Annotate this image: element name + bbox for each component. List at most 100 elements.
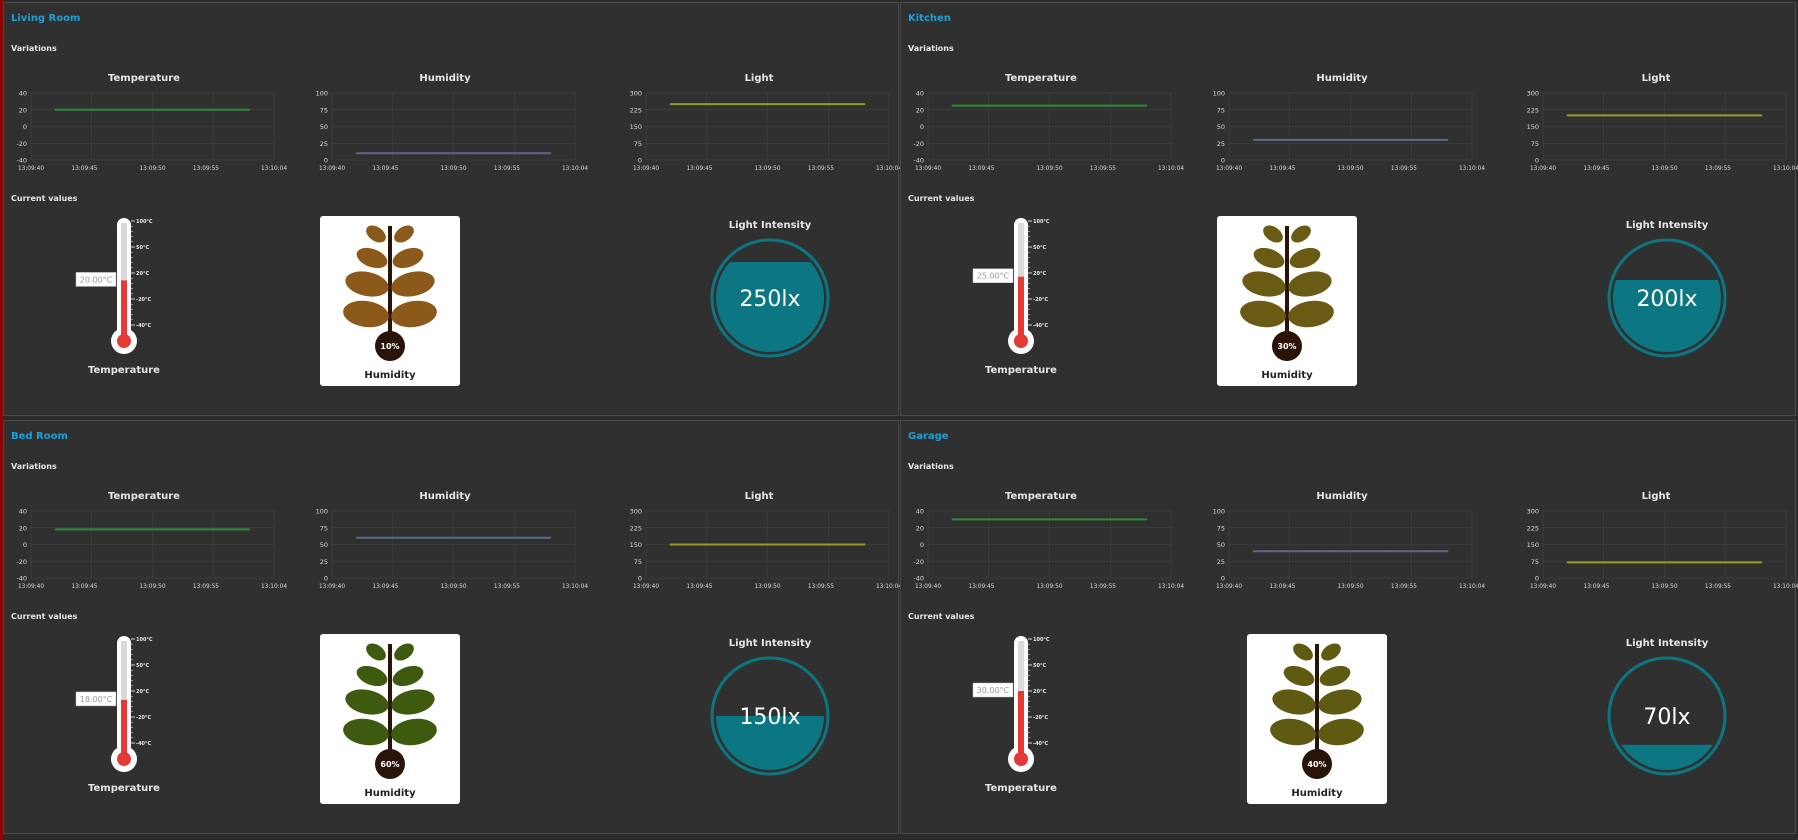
- temperature-data-point: [83, 109, 86, 111]
- y-tick-label: 300: [1527, 90, 1539, 98]
- temperature-data-point: [1082, 518, 1085, 521]
- x-tick-label: 13:09:50: [1337, 166, 1363, 172]
- y-tick-label: 75: [1217, 106, 1225, 114]
- humidity-value: 60%: [380, 760, 399, 769]
- light-data-point: [693, 543, 696, 546]
- light-data-point: [761, 103, 764, 105]
- y-tick-label: 300: [630, 508, 642, 516]
- humidity-data-point: [467, 537, 469, 539]
- room-panel: Kitchen Variations Current values Temperatu…: [900, 2, 1798, 416]
- y-tick-label: 75: [634, 140, 642, 148]
- temperature-data-point: [132, 109, 134, 111]
- y-tick-label: 0: [920, 123, 924, 131]
- light-data-point: [805, 103, 808, 105]
- x-tick-label: 13:09:50: [1036, 166, 1062, 172]
- x-tick-label: 13:09:45: [372, 166, 398, 172]
- thermometer-tick-label: -20°C: [1033, 715, 1049, 721]
- temperature-data-point: [171, 528, 173, 531]
- light-data-point: [1702, 114, 1705, 117]
- temperature-data-point: [54, 528, 56, 531]
- temperature-data-point: [1048, 104, 1051, 107]
- temperature-data-point: [1063, 518, 1065, 521]
- temperature-data-point: [1126, 518, 1128, 521]
- temperature-data-point: [1043, 104, 1046, 107]
- humidity-data-point: [1301, 550, 1303, 552]
- humidity-data-point: [365, 537, 367, 539]
- humidity-data-point: [545, 152, 547, 154]
- humidity-data-point: [1388, 550, 1391, 552]
- light-data-point: [742, 103, 744, 105]
- humidity-chart: Humidity 100 75 50 25 0 13:09:40 13:09:45 13:09:…: [310, 486, 589, 596]
- light-data-point: [1658, 114, 1661, 117]
- light-data-point: [1605, 114, 1607, 117]
- temperature-data-point: [122, 109, 125, 111]
- temperature-data-point: [219, 528, 222, 531]
- chart-title: Temperature: [1005, 73, 1077, 84]
- light-data-point: [810, 103, 812, 105]
- light-data-point: [1639, 114, 1641, 117]
- temperature-data-point: [127, 528, 129, 531]
- humidity-data-point: [535, 537, 537, 539]
- humidity-data-point: [418, 537, 421, 539]
- temperature-data-point: [1014, 104, 1017, 107]
- temperature-data-point: [1146, 104, 1148, 107]
- humidity-data-point: [399, 152, 401, 154]
- humidity-data-point: [1344, 139, 1347, 141]
- light-gauge-svg: 150lx: [710, 656, 830, 776]
- leaf: [345, 689, 389, 715]
- temperature-data-point: [190, 109, 193, 111]
- temperature-data-point: [956, 518, 958, 521]
- y-tick-label: 25: [320, 558, 328, 566]
- temperature-data-point: [200, 109, 202, 111]
- light-gauge-fill: [1613, 744, 1721, 770]
- y-tick-label: 20: [916, 106, 924, 114]
- x-tick-label: 13:09:40: [633, 166, 659, 172]
- light-data-point: [849, 543, 851, 546]
- leaf: [356, 247, 388, 269]
- humidity-data-point: [1437, 139, 1439, 141]
- y-tick-label: 50: [1217, 123, 1225, 131]
- x-tick-label: 13:09:40: [1216, 584, 1242, 590]
- light-data-point: [1610, 561, 1612, 564]
- temperature-data-point: [210, 528, 212, 531]
- light-data-point: [795, 543, 798, 546]
- humidity-data-point: [375, 537, 377, 539]
- temperature-data-point: [142, 109, 144, 111]
- leaf: [1318, 689, 1362, 715]
- leaf: [366, 225, 386, 243]
- light-chart-svg: Light 300 225 150 75 013:09:40 13:09:45 13:09:5…: [630, 73, 903, 172]
- leaf: [345, 271, 389, 297]
- temperature-data-point: [1141, 518, 1143, 521]
- light-data-point: [1712, 114, 1714, 117]
- light-data-point: [1600, 114, 1603, 117]
- x-tick-label: 13:09:55: [1705, 584, 1731, 590]
- chart-title: Light: [745, 73, 774, 84]
- humidity-data-point: [496, 152, 498, 154]
- light-data-point: [1668, 114, 1671, 117]
- humidity-data-point: [472, 152, 474, 154]
- x-tick-label: 13:09:55: [1391, 584, 1417, 590]
- light-data-point: [776, 103, 778, 105]
- x-tick-label: 13:09:55: [193, 166, 219, 172]
- light-data-point: [1581, 114, 1583, 117]
- leaf: [366, 643, 386, 661]
- humidity-data-point: [1408, 550, 1410, 552]
- room-panel: Garage Variations Current values Temperatur…: [900, 420, 1798, 834]
- humidity-data-point: [467, 152, 469, 154]
- light-data-point: [1654, 114, 1656, 117]
- leaf: [1289, 247, 1321, 269]
- temperature-data-point: [59, 109, 61, 111]
- humidity-data-point: [1252, 139, 1254, 141]
- humidity-data-point: [1286, 550, 1289, 552]
- humidity-data-point: [1383, 550, 1386, 552]
- humidity-data-point: [550, 537, 552, 539]
- humidity-data-point: [1335, 550, 1337, 552]
- light-data-point: [791, 103, 793, 105]
- humidity-data-point: [515, 152, 518, 154]
- chart-title: Humidity: [419, 491, 471, 502]
- temperature-data-point: [1068, 518, 1070, 521]
- humidity-gauge-label: Humidity: [1261, 370, 1313, 381]
- light-data-point: [1566, 561, 1568, 564]
- leaf: [1283, 665, 1315, 687]
- humidity-data-point: [1417, 550, 1420, 552]
